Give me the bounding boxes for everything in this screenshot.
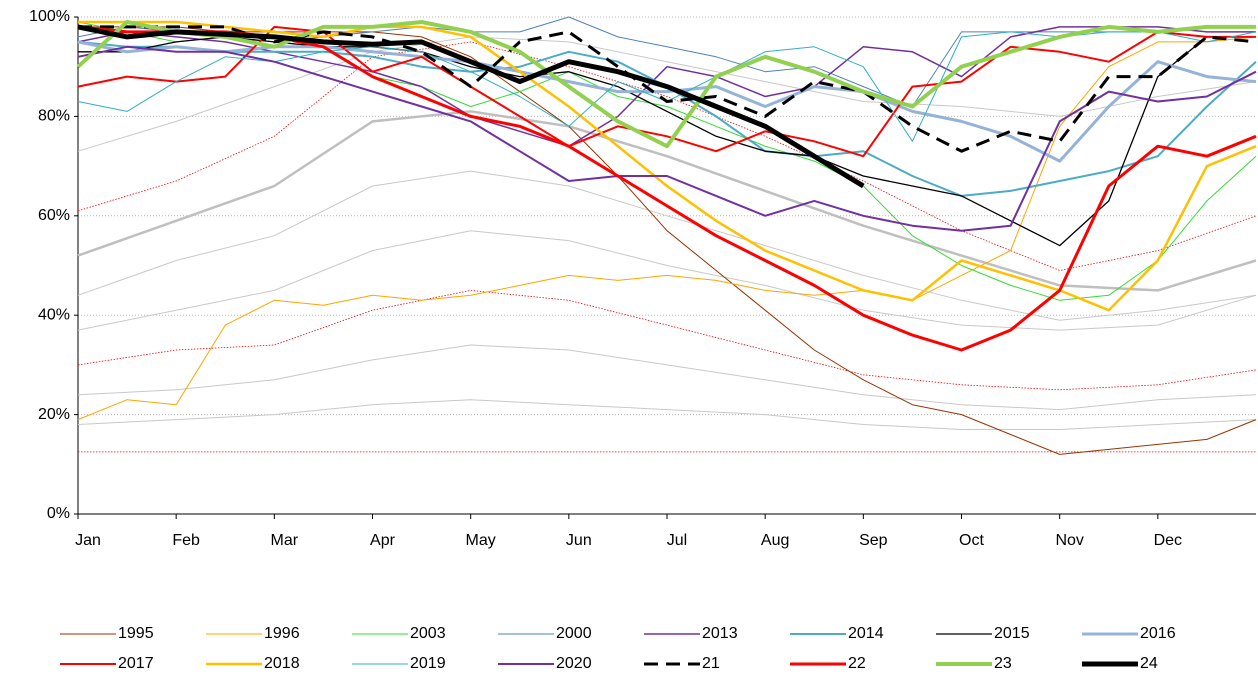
y-tick-label: 0% (47, 505, 70, 522)
y-tick-label: 60% (38, 207, 70, 224)
series-line (77, 399, 1257, 430)
series-line (78, 25, 1257, 153)
series-line (77, 36, 1257, 152)
y-tick-label: 40% (38, 306, 70, 323)
legend-label: 1995 (118, 625, 154, 642)
y-tick-label: 100% (29, 8, 70, 25)
series-line (77, 36, 1257, 421)
x-tick-label: Sep (859, 532, 888, 549)
legend-label: 2014 (848, 625, 884, 642)
legend-label: 2015 (994, 625, 1030, 642)
series-line (78, 20, 1257, 312)
series-line (77, 40, 1257, 197)
series-line (77, 25, 1256, 158)
legend-label: 21 (702, 655, 720, 672)
x-tick-label: Mar (271, 532, 299, 549)
series-line (77, 344, 1257, 411)
x-tick-label: Dec (1154, 532, 1182, 549)
x-tick-label: May (466, 532, 496, 549)
series-line (77, 170, 1257, 321)
legend-label: 2019 (410, 655, 446, 672)
series-line (77, 25, 1257, 352)
x-tick-label: Apr (370, 532, 396, 549)
series-line (77, 230, 1257, 331)
legend-label: 1996 (264, 625, 300, 642)
series-line (77, 24, 865, 189)
legend-label: 2003 (410, 625, 446, 642)
legend-label: 23 (994, 655, 1012, 672)
y-tick-label: 20% (38, 406, 70, 423)
legend-label: 24 (1140, 655, 1158, 672)
x-tick-label: Jun (566, 532, 592, 549)
series-line (77, 41, 1257, 271)
legend-label: 2020 (556, 655, 592, 672)
series-line (77, 290, 1257, 391)
legend-label: 2000 (556, 625, 592, 642)
y-tick-label: 80% (38, 108, 70, 125)
legend-label: 2018 (264, 655, 300, 672)
legend-label: 22 (848, 655, 866, 672)
x-tick-label: Feb (172, 532, 200, 549)
x-tick-label: Aug (761, 532, 789, 549)
series-line (77, 45, 1257, 232)
x-tick-label: Jan (75, 532, 101, 549)
x-tick-label: Jul (667, 532, 687, 549)
legend-label: 2017 (118, 655, 154, 672)
series-line (77, 110, 1257, 292)
x-tick-label: Oct (959, 532, 984, 549)
x-tick-label: Nov (1055, 532, 1083, 549)
legend-label: 2013 (702, 625, 738, 642)
series-line (76, 20, 1256, 149)
legend-label: 2016 (1140, 625, 1176, 642)
series-line (77, 21, 1257, 301)
